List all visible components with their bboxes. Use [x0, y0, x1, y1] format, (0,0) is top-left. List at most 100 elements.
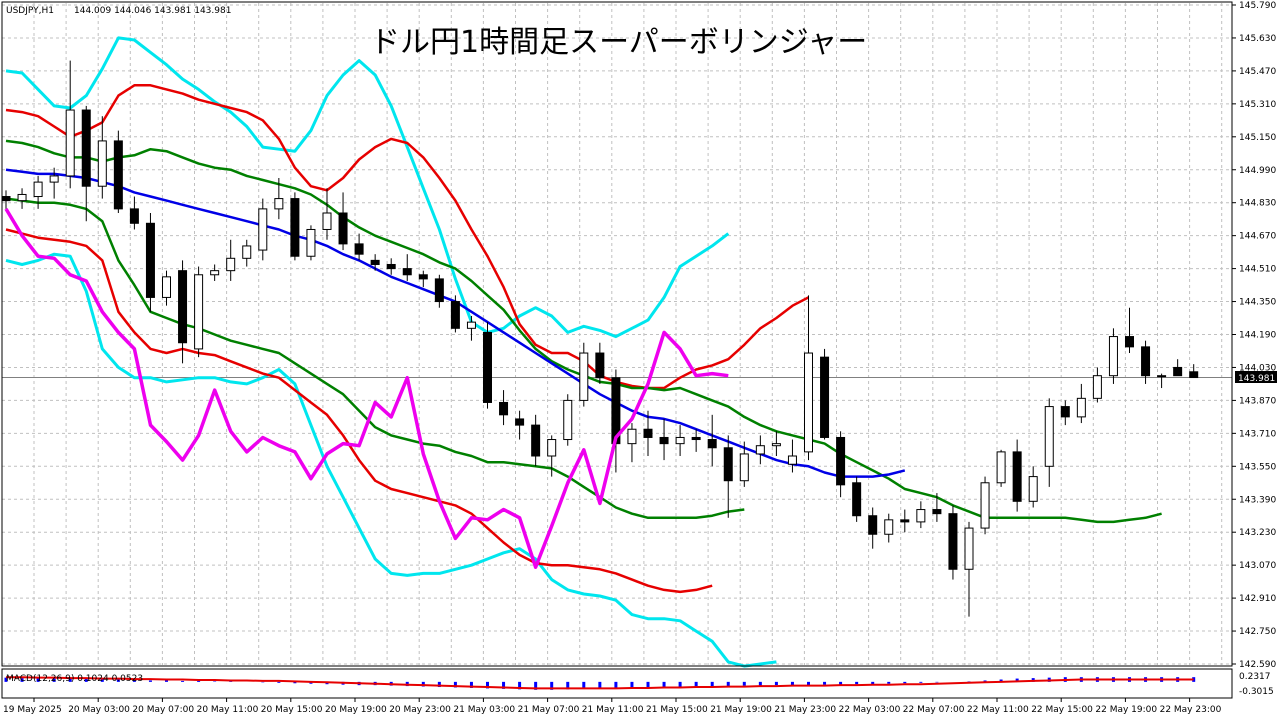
y-tick-label: 143.870: [1239, 396, 1276, 406]
x-tick-label: 22 May 15:00: [1031, 705, 1093, 715]
candle-up: [547, 439, 557, 457]
candle-up: [563, 399, 573, 441]
y-tick-label: 143.710: [1239, 429, 1276, 439]
candle-down: [113, 140, 123, 210]
candle-down: [868, 515, 878, 535]
candle-up: [65, 109, 75, 177]
candle-up: [162, 276, 171, 298]
candle-down: [434, 278, 444, 303]
candle-down: [402, 268, 412, 276]
y-tick-label: 144.830: [1239, 199, 1276, 209]
candle-down: [948, 513, 958, 570]
candle-up: [49, 175, 59, 183]
candle-up: [1108, 336, 1118, 377]
y-tick-label: 144.190: [1239, 331, 1276, 341]
candle-up: [97, 140, 107, 187]
candle-down: [370, 259, 380, 265]
x-tick-label: 20 May 03:00: [68, 705, 130, 715]
bb-minus2-line: [5, 228, 713, 594]
candle-down: [900, 519, 910, 523]
y-tick-label: 144.350: [1239, 298, 1276, 308]
current-price-tag: [1235, 371, 1277, 383]
candle-down: [1189, 371, 1199, 379]
candle-up: [1076, 397, 1086, 418]
y-tick-label: 142.750: [1239, 627, 1276, 637]
candle-up: [884, 519, 894, 535]
candle-down: [338, 212, 348, 245]
candle-down: [81, 109, 91, 187]
candle-down: [129, 208, 139, 224]
candle-down: [643, 428, 653, 438]
candle-down: [1141, 346, 1151, 377]
current-price-label: 143.981: [1238, 374, 1275, 384]
y-tick-label: 144.030: [1239, 363, 1276, 373]
candle-down: [723, 447, 733, 482]
candle-down: [531, 424, 541, 457]
x-tick-label: 19 May 2025: [3, 705, 62, 715]
candle-down: [932, 509, 942, 515]
chart-title: ドル円1時間足スーパーボリンジャー: [370, 25, 867, 60]
candle-up: [226, 257, 236, 272]
candle-down: [1, 196, 11, 202]
candle-down: [836, 436, 846, 486]
candle-down: [483, 331, 492, 403]
y-tick-label: 145.310: [1239, 100, 1276, 110]
y-tick-label: 142.910: [1239, 594, 1276, 604]
candle-down: [691, 436, 701, 441]
candle-down: [852, 482, 862, 517]
y-tick-label: 145.150: [1239, 133, 1276, 143]
x-tick-label: 21 May 07:00: [518, 705, 580, 715]
y-tick-label: 144.670: [1239, 232, 1276, 242]
x-tick-label: 22 May 03:00: [839, 705, 901, 715]
candle-up: [755, 445, 765, 455]
y-tick-label: 143.070: [1239, 561, 1276, 571]
macd-signal-line: [6, 676, 1194, 690]
candle-up: [1092, 375, 1102, 399]
candle-down: [418, 274, 428, 280]
bb-minus1-line: [5, 197, 745, 520]
x-tick-label: 22 May 19:00: [1095, 705, 1157, 715]
candle-up: [739, 453, 749, 482]
candle-up: [964, 527, 974, 570]
candle-up: [916, 509, 926, 523]
candle-down: [1012, 451, 1022, 502]
x-tick-label: 20 May 19:00: [325, 705, 387, 715]
axis-layer: 145.790 145.630 145.470 145.310 145.150 144.9…: [3, 1, 1276, 715]
y-tick-label: 145.790: [1239, 1, 1276, 11]
candle-up: [579, 352, 589, 401]
x-tick-label: 22 May 07:00: [903, 705, 965, 715]
grid-layer: [2, 3, 1232, 665]
candle-down: [290, 198, 300, 257]
price-panel-frame: [1, 1, 1233, 667]
candle-up: [33, 181, 43, 198]
candle-up: [804, 352, 813, 453]
candle-down: [595, 352, 605, 379]
bb-plus2-line: [5, 84, 810, 390]
x-tick-label: 22 May 23:00: [1160, 705, 1222, 715]
candle-up: [1044, 406, 1054, 467]
candle-up: [787, 455, 797, 465]
y-tick-label: 143.390: [1239, 495, 1276, 505]
y-tick-label: 145.630: [1239, 34, 1276, 44]
x-tick-label: 21 May 15:00: [646, 705, 708, 715]
candle-down: [1173, 366, 1183, 377]
x-tick-label: 20 May 23:00: [389, 705, 451, 715]
candle-up: [274, 198, 284, 210]
candle-up: [1028, 476, 1038, 502]
x-tick-label: 21 May 03:00: [453, 705, 515, 715]
y-tick-label: 145.470: [1239, 67, 1276, 77]
bb-minus3-line: [5, 252, 777, 668]
candle-up: [242, 245, 252, 259]
macd-y-tick-label: -0.3015: [1239, 687, 1274, 697]
candle-down: [1060, 406, 1070, 418]
bb-plus3-line: [5, 36, 730, 339]
candle-up: [258, 208, 268, 251]
candle-up: [194, 274, 204, 350]
x-tick-label: 20 May 15:00: [261, 705, 323, 715]
candle-up: [1157, 375, 1167, 378]
ohlc-header: 144.009 144.046 143.981 143.981: [74, 6, 231, 16]
lagging-span-line: [4, 207, 729, 569]
candle-down: [354, 243, 364, 255]
y-tick-label: 143.550: [1239, 462, 1276, 472]
lagging-layer: [4, 207, 729, 569]
